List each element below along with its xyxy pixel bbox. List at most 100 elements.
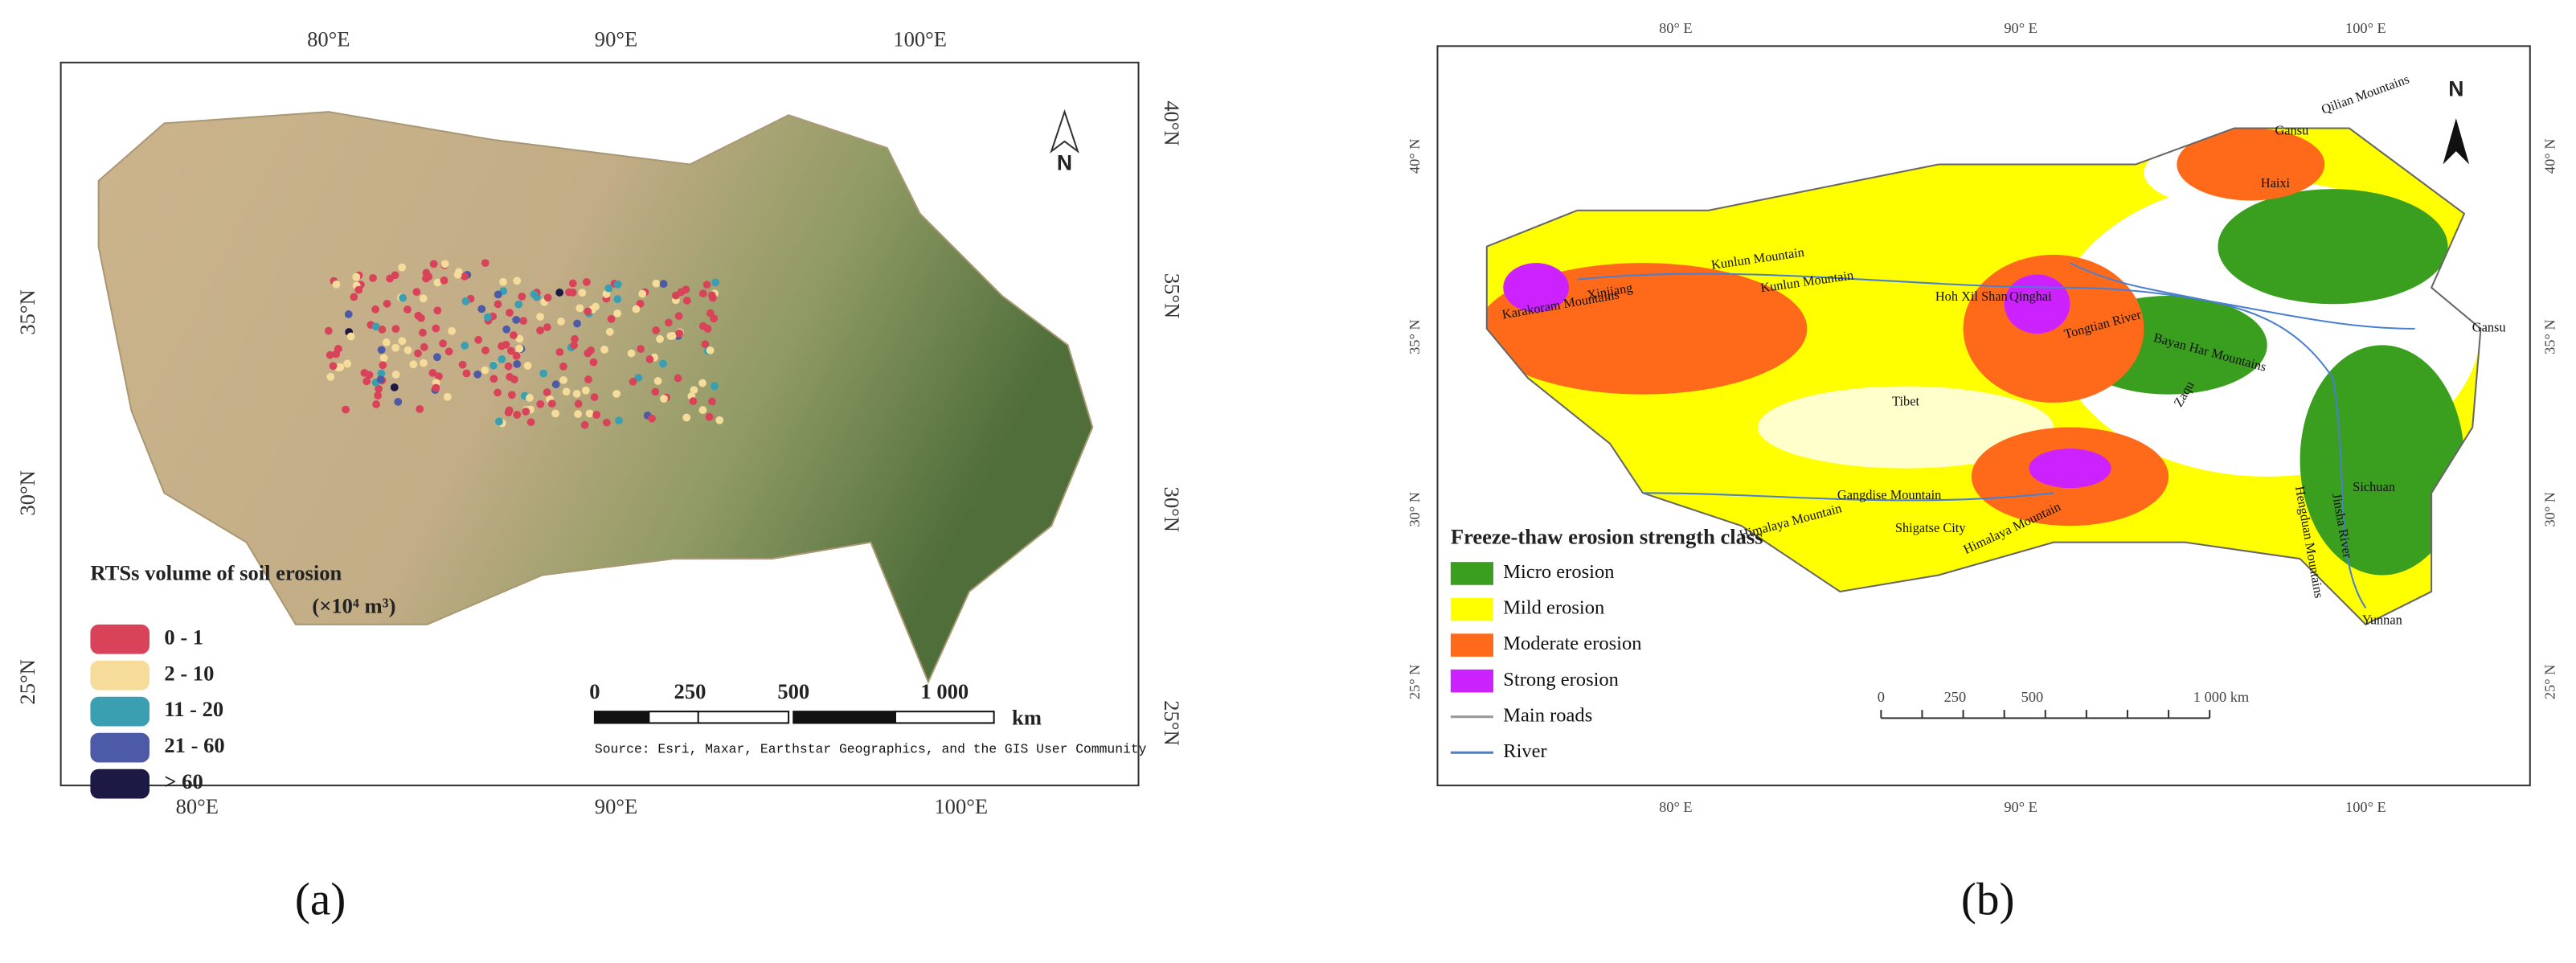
rts-dot bbox=[398, 263, 407, 272]
rts-dot bbox=[652, 279, 661, 288]
rts-dot bbox=[506, 372, 514, 381]
rts-dot bbox=[515, 334, 524, 343]
rts-dot bbox=[403, 305, 412, 313]
rts-dot bbox=[574, 400, 583, 408]
rts-dot bbox=[515, 344, 524, 353]
rts-dot bbox=[498, 355, 506, 363]
rts-dot bbox=[584, 375, 592, 383]
right-lat-label: 25° N bbox=[2542, 665, 2558, 700]
right-lat-label: 30°N bbox=[1160, 487, 1184, 532]
rts-dot bbox=[433, 306, 442, 315]
north-label: N bbox=[2448, 77, 2463, 101]
rts-dot bbox=[481, 259, 489, 268]
rts-dot bbox=[711, 278, 720, 287]
rts-dot bbox=[416, 313, 425, 322]
legend-swatch bbox=[90, 624, 150, 654]
rts-dot bbox=[659, 280, 668, 289]
scale-label: km bbox=[1012, 705, 1042, 729]
rts-dot bbox=[648, 414, 656, 423]
bottom-lon-label: 100°E bbox=[934, 794, 988, 818]
scale-label: 0 bbox=[589, 679, 600, 703]
legend-label: River bbox=[1503, 740, 1546, 762]
rts-dot bbox=[536, 326, 544, 335]
rts-dot bbox=[710, 314, 719, 323]
rts-dot bbox=[383, 299, 391, 308]
rts-dot bbox=[682, 297, 691, 305]
rts-dot bbox=[422, 274, 430, 283]
rts-dot bbox=[473, 370, 482, 379]
rts-dot bbox=[422, 268, 431, 277]
rts-dot bbox=[543, 323, 551, 331]
scale-bar bbox=[689, 711, 790, 724]
rts-dot bbox=[689, 397, 698, 405]
right-lat-label: 40° N bbox=[2542, 138, 2558, 174]
legend-label: Mild erosion bbox=[1503, 597, 1604, 619]
rts-dot bbox=[570, 341, 579, 350]
scale-bar bbox=[648, 711, 699, 724]
rts-dot bbox=[526, 394, 534, 402]
rts-dot bbox=[574, 410, 582, 418]
rts-dot bbox=[386, 274, 394, 283]
rts-dot bbox=[551, 380, 560, 389]
rts-dot bbox=[375, 384, 383, 393]
rts-dot bbox=[522, 408, 530, 416]
rts-dot bbox=[377, 369, 386, 378]
rts-dot bbox=[420, 342, 428, 351]
left-lat-label: 25°N bbox=[15, 659, 39, 704]
rts-dot bbox=[705, 412, 714, 421]
rts-dot bbox=[651, 387, 660, 396]
rts-dot bbox=[543, 388, 551, 396]
rts-dot bbox=[578, 289, 587, 297]
rts-dot bbox=[493, 388, 502, 397]
rts-dot bbox=[615, 416, 623, 425]
rts-dot bbox=[645, 355, 654, 363]
rts-dot bbox=[536, 400, 545, 408]
rts-dot bbox=[605, 327, 614, 336]
rts-dot bbox=[342, 405, 350, 414]
rts-dot bbox=[634, 373, 643, 382]
top-lon-label: 100° E bbox=[2345, 20, 2386, 36]
source-note: Source: Esri, Maxar, Earthstar Geographi… bbox=[595, 741, 1147, 756]
rts-dot bbox=[682, 285, 690, 294]
rts-dot bbox=[512, 351, 521, 360]
rts-dot bbox=[416, 404, 424, 413]
rts-dot bbox=[589, 358, 598, 367]
rts-dot bbox=[419, 328, 427, 337]
scale-label: 250 bbox=[1944, 689, 1967, 705]
rts-dot bbox=[523, 361, 532, 370]
rts-dot bbox=[489, 361, 498, 370]
rts-dot bbox=[391, 371, 400, 379]
legend-swatch bbox=[90, 660, 150, 690]
rts-dot bbox=[474, 335, 483, 344]
rts-dot bbox=[707, 291, 716, 300]
rts-dot bbox=[461, 342, 469, 350]
rts-dot bbox=[382, 338, 391, 346]
caption: (b) bbox=[1961, 874, 2015, 924]
rts-dot bbox=[371, 305, 379, 313]
rts-dot bbox=[379, 354, 388, 363]
left-lat-label: 40° N bbox=[1407, 138, 1423, 174]
rts-dot bbox=[592, 302, 600, 311]
top-lon-label: 80°E bbox=[307, 27, 350, 51]
legend-label: > 60 bbox=[164, 769, 203, 793]
rts-dot bbox=[690, 386, 698, 395]
left-lat-label: 30°N bbox=[15, 470, 39, 515]
rts-dot bbox=[587, 346, 595, 354]
top-lon-label: 90° E bbox=[2004, 20, 2037, 36]
rts-dot bbox=[362, 377, 371, 386]
rts-dot bbox=[590, 393, 599, 402]
rts-dot bbox=[414, 349, 422, 358]
rts-dot bbox=[568, 279, 577, 288]
scale-label: 500 bbox=[2021, 689, 2044, 705]
scale-label: 500 bbox=[777, 679, 809, 703]
bottom-lon-label: 90° E bbox=[2004, 799, 2037, 815]
rts-dot bbox=[656, 334, 664, 343]
rts-dot bbox=[508, 391, 516, 400]
legend-swatch bbox=[90, 732, 150, 763]
rts-dot bbox=[506, 309, 514, 317]
right-lat-label: 40°N bbox=[1160, 100, 1184, 145]
rts-dot bbox=[326, 372, 335, 381]
left-lat-label: 30° N bbox=[1407, 492, 1423, 527]
legend-swatch bbox=[1450, 669, 1494, 693]
rts-dot bbox=[443, 392, 452, 401]
